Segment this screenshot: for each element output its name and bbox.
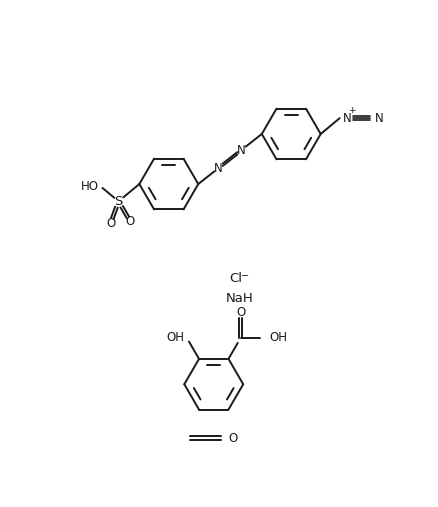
Text: HO: HO (80, 180, 98, 193)
Text: +: + (347, 106, 355, 115)
Text: N: N (342, 112, 351, 125)
Text: OH: OH (269, 331, 287, 344)
Text: −: − (240, 271, 248, 281)
Text: OH: OH (166, 331, 184, 344)
Text: N: N (214, 162, 223, 174)
Text: O: O (106, 216, 115, 230)
Text: N: N (374, 112, 382, 125)
Text: S: S (114, 195, 123, 208)
Text: Cl: Cl (229, 272, 242, 285)
Text: NaH: NaH (225, 292, 253, 305)
Text: N: N (237, 143, 245, 157)
Text: O: O (228, 431, 237, 445)
Text: O: O (125, 215, 134, 228)
Text: O: O (236, 306, 245, 319)
